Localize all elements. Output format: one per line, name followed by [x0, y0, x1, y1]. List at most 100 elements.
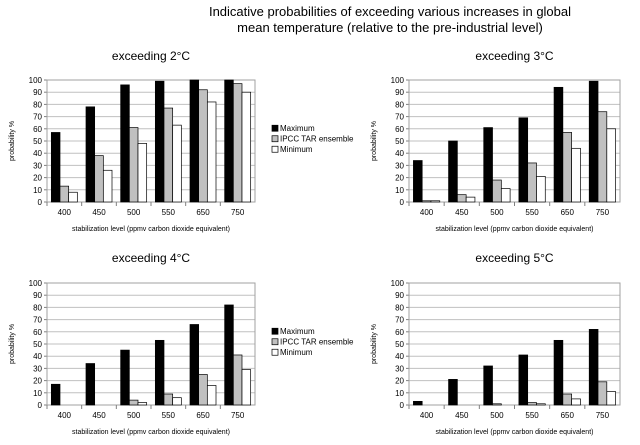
y-tick-label: 30	[395, 364, 404, 373]
x-tick-label: 550	[525, 411, 539, 420]
y-tick-label: 60	[395, 125, 404, 134]
bar-ipcc-tar-ensemble	[421, 200, 432, 203]
x-axis-label: stabilization level (ppmv carbon dioxide…	[72, 429, 230, 436]
y-tick-label: 80	[33, 100, 42, 109]
y-tick-label: 30	[33, 364, 42, 373]
bar-maximum	[224, 79, 234, 203]
legend-label: IPCC TAR ensemble	[280, 338, 354, 347]
x-axis-label: stabilization level (ppmv carbon dioxide…	[72, 226, 230, 233]
y-tick-label: 70	[33, 316, 42, 325]
y-tick-label: 30	[33, 161, 42, 170]
chart-1: exceeding 2°C 0 10 20 30 40 50 60 70 80 90 100 400 45…	[9, 49, 354, 233]
y-tick-label: 70	[395, 316, 404, 325]
legend-label: Minimum	[280, 348, 313, 357]
bar-maximum	[85, 363, 96, 406]
bar-minimum	[68, 191, 78, 203]
y-tick-label: 80	[395, 303, 404, 312]
bar-maximum	[518, 117, 529, 203]
bar-maximum	[224, 304, 234, 406]
main-title: Indicative probabilities of exceeding va…	[208, 4, 572, 35]
x-tick-label: 750	[231, 411, 245, 420]
bar-minimum	[571, 398, 581, 406]
y-tick-label: 40	[395, 352, 404, 361]
bar-ipcc-tar-ensemble	[492, 179, 502, 203]
y-tick-label: 10	[395, 389, 404, 398]
y-tick-label: 20	[395, 174, 404, 183]
y-tick-label: 40	[395, 149, 404, 158]
x-tick-label: 500	[127, 208, 141, 217]
y-tick-label: 100	[391, 76, 405, 85]
legend-label: Maximum	[280, 327, 315, 336]
bar-minimum	[137, 143, 148, 203]
bar-maximum	[85, 106, 96, 203]
bar-ipcc-tar-ensemble	[527, 402, 537, 406]
bar-maximum	[518, 354, 529, 406]
bar-minimum	[571, 147, 581, 203]
y-tick-label: 100	[29, 279, 43, 288]
bar-maximum	[120, 84, 130, 203]
y-tick-label: 50	[33, 340, 42, 349]
bar-maximum	[483, 127, 493, 203]
bar-ipcc-tar-ensemble	[163, 107, 174, 203]
x-tick-label: 400	[420, 411, 434, 420]
x-tick-label: 750	[596, 208, 610, 217]
bar-ipcc-tar-ensemble	[527, 162, 537, 203]
bar-maximum	[553, 86, 564, 203]
bar-maximum	[588, 80, 599, 203]
chart-title: exceeding 4°C	[112, 251, 191, 265]
bar-minimum	[536, 176, 546, 203]
y-axis-label: probability %	[9, 121, 16, 161]
legend-swatch	[271, 338, 279, 346]
bar-maximum	[189, 79, 200, 203]
x-tick-label: 450	[455, 208, 469, 217]
bar-maximum	[50, 383, 61, 406]
y-tick-label: 90	[395, 291, 404, 300]
bar-ipcc-tar-ensemble	[562, 393, 572, 406]
y-tick-label: 40	[33, 352, 42, 361]
x-tick-label: 550	[525, 208, 539, 217]
y-tick-label: 90	[33, 291, 42, 300]
y-tick-label: 50	[395, 340, 404, 349]
legend-swatch	[271, 124, 279, 132]
y-tick-label: 70	[33, 113, 42, 122]
bar-ipcc-tar-ensemble	[128, 127, 139, 203]
y-tick-label: 60	[395, 328, 404, 337]
bar-maximum	[413, 160, 423, 203]
legend-label: IPCC TAR ensemble	[280, 135, 354, 144]
x-tick-label: 650	[196, 208, 210, 217]
bar-minimum	[172, 124, 182, 203]
chart-title: exceeding 5°C	[475, 251, 554, 265]
bar-minimum	[102, 169, 113, 203]
x-tick-label: 450	[92, 411, 106, 420]
x-tick-label: 450	[455, 411, 469, 420]
x-tick-label: 400	[58, 411, 72, 420]
x-tick-label: 550	[162, 411, 176, 420]
y-tick-label: 30	[395, 161, 404, 170]
y-tick-label: 0	[38, 401, 43, 410]
y-tick-label: 20	[33, 174, 42, 183]
y-tick-label: 0	[400, 401, 405, 410]
y-axis-label: probability %	[9, 324, 16, 364]
bar-maximum	[120, 349, 130, 406]
chart-title: exceeding 3°C	[475, 49, 554, 63]
bar-maximum	[154, 339, 165, 406]
y-tick-label: 90	[33, 88, 42, 97]
bar-maximum	[189, 324, 200, 406]
x-tick-label: 550	[162, 208, 176, 217]
x-tick-label: 650	[561, 208, 575, 217]
bar-minimum	[172, 397, 182, 406]
bar-ipcc-tar-ensemble	[59, 185, 70, 203]
legend-swatch	[271, 145, 279, 153]
bar-minimum	[536, 403, 546, 406]
legend-swatch	[271, 327, 279, 335]
y-tick-label: 10	[33, 389, 42, 398]
bar-ipcc-tar-ensemble	[562, 132, 572, 203]
y-tick-label: 0	[38, 198, 43, 207]
bar-maximum	[413, 400, 423, 406]
y-axis-label: probability %	[371, 324, 378, 364]
bar-minimum	[137, 402, 148, 406]
x-tick-label: 400	[420, 208, 434, 217]
